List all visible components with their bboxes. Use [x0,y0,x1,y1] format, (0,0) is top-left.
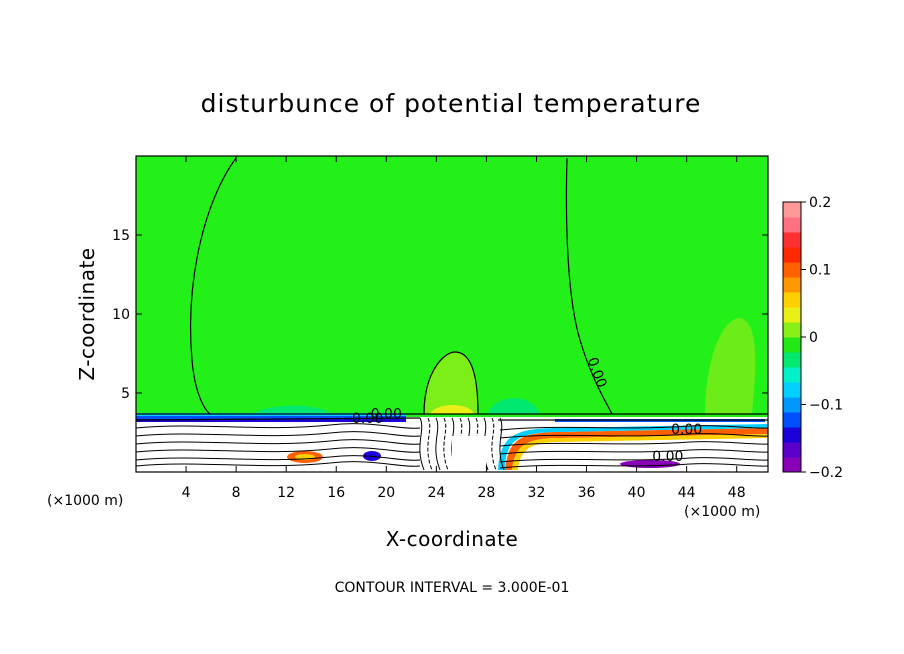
warm-patch-right [705,318,756,414]
colorbar-cell-6 [783,367,801,383]
x-tick-label-0: 4 [182,485,191,501]
warm-stripe-right-2 [512,434,768,470]
x-tick-label-10: 44 [678,485,696,501]
x-tick-label-6: 28 [478,485,496,501]
cool-patch [488,398,540,414]
warm-bubble [424,352,478,414]
colorbar-tick-label-3: −0.1 [809,398,843,414]
chart-title: disturbunce of potential temperature [201,89,702,118]
contour-bubble [423,351,479,415]
contour-wave-left-5 [135,461,421,467]
x-tick-label-7: 32 [528,485,546,501]
x-unit-left: (×1000 m) [47,493,123,509]
x-axis-label: X-coordinate [386,527,519,551]
stripe-left-2 [136,419,406,422]
contour-wave-right-5 [499,463,769,469]
y-tick-label-1: 10 [112,307,130,323]
colorbar-cell-13 [783,262,801,278]
colorbar-cell-10 [783,307,801,323]
contour-column-3 [443,417,449,471]
x-axis-ticks: 4 8 12 16 20 24 28 32 36 40 44 48 [182,156,746,501]
contour-column-0 [419,417,425,471]
contour-label-3: 0.00 [671,422,702,438]
x-tick-label-3: 16 [327,485,345,501]
y-axis-ticks: 5 10 15 [112,228,768,402]
warm-stripe-right [505,428,768,470]
contour-wave-left-0 [135,423,421,429]
y-tick-label-0: 5 [121,386,130,402]
contour-wave-left-2 [135,439,421,445]
contour-zero-right [565,157,613,415]
x-tick-label-11: 48 [728,485,746,501]
contour-wave-left-4 [135,455,421,461]
colorbar-cell-3 [783,412,801,428]
x-tick-label-9: 40 [628,485,646,501]
colorbar-cell-1 [783,442,801,458]
colorbar-cell-8 [783,337,801,353]
contour-lines [135,157,769,471]
colorbar-cells [783,202,801,473]
colorbar-tick-label-0: 0.2 [809,195,831,211]
contour-wave-right-3 [499,449,769,455]
cool-patch-left [255,405,330,414]
colorbar-cell-15 [783,232,801,248]
colorbar-cell-14 [783,247,801,263]
contour-zero-left [190,157,237,415]
contour-label-4: 0.00 [652,449,683,465]
contour-column-1 [427,417,433,471]
contour-label-2: 0.00 [371,406,402,422]
plot-area: 0.000.000.000.000.00 [135,155,769,473]
colorbar-tick-label-4: −0.2 [809,465,843,481]
contour-labels: 0.000.000.000.000.00 [352,355,702,465]
contour-interval-note: CONTOUR INTERVAL = 3.000E-01 [335,580,570,596]
contour-column-9 [491,417,497,471]
stripe-left-1 [136,416,406,419]
x-tick-label-4: 20 [377,485,395,501]
colorbar-cell-9 [783,322,801,338]
colorbar-cell-4 [783,397,801,413]
x-unit-right: (×1000 m) [684,504,760,520]
contour-column-2 [435,417,441,471]
x-tick-label-8: 36 [578,485,596,501]
colorbar-ticks: 0.2 0.1 0 −0.1 −0.2 [801,195,843,481]
colorbar-tick-label-2: 0 [809,330,818,346]
contour-layer-2 [135,417,768,421]
x-tick-label-1: 8 [232,485,241,501]
contour-wave-left-1 [135,431,421,437]
y-axis-label: Z-coordinate [75,247,99,380]
column-gap [452,436,486,470]
colorbar-cell-2 [783,427,801,443]
contour-wave-right-2 [499,441,769,447]
colorbar-cell-0 [783,457,801,473]
contour-wave-right-4 [499,457,769,463]
colorbar-cell-5 [783,382,801,398]
contour-label-1: 0.00 [352,411,383,427]
colorbar-tick-label-1: 0.1 [809,263,831,279]
colorbar-cell-7 [783,352,801,368]
colorbar-cell-12 [783,277,801,293]
warm-bubble-core [430,405,474,414]
colorbar-cell-17 [783,202,801,218]
contour-wave-right-1 [499,433,769,439]
colorbar-cell-16 [783,217,801,233]
colorbar: 0.2 0.1 0 −0.1 −0.2 [782,195,843,481]
x-tick-label-5: 24 [427,485,445,501]
contour-wave-left-3 [135,447,421,453]
contour-column-10 [499,417,505,471]
y-tick-label-2: 15 [112,228,130,244]
x-tick-label-2: 12 [277,485,295,501]
colorbar-cell-11 [783,292,801,308]
contour-wave-right-0 [499,425,769,431]
